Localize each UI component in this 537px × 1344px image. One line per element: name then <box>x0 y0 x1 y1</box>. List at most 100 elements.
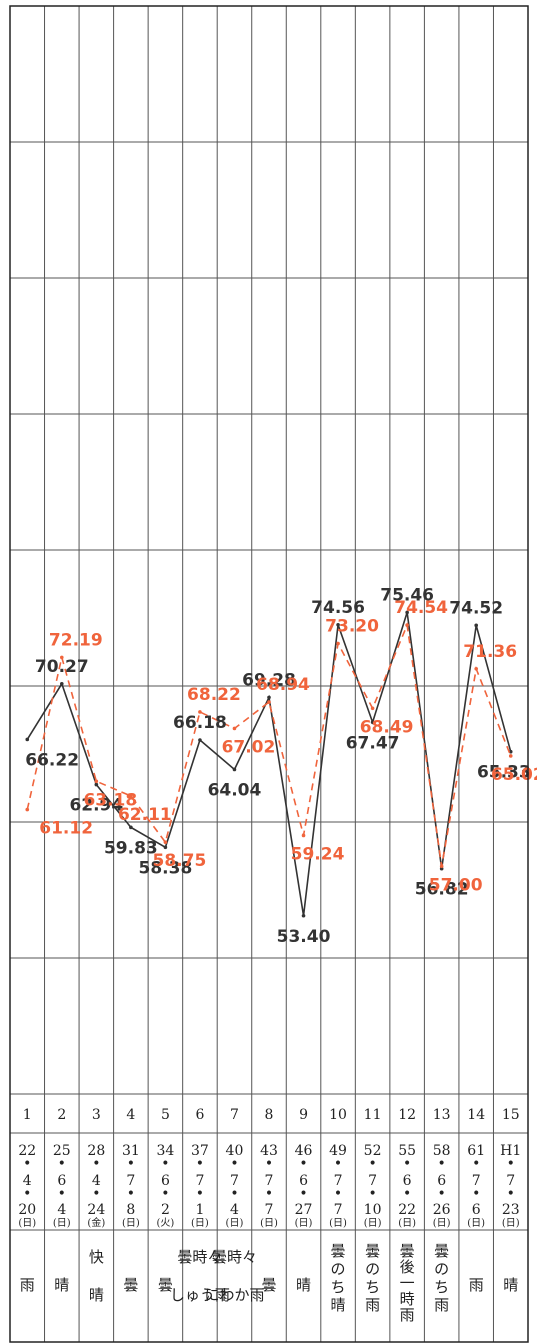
date-weekday: (日) <box>433 1218 451 1229</box>
election-number: 2 <box>57 1107 66 1123</box>
date-weekday: (日) <box>260 1218 278 1229</box>
date-day: 23 <box>502 1202 520 1218</box>
data-label-series-2: 57.00 <box>429 875 483 895</box>
series-1-point <box>95 783 99 787</box>
data-label-series-2: 71.36 <box>463 642 517 662</box>
date-separator: • <box>265 1186 273 1202</box>
date-separator: • <box>334 1156 342 1172</box>
date-weekday: (日) <box>329 1218 347 1229</box>
election-number: 10 <box>329 1107 347 1123</box>
series-2-point <box>164 840 168 844</box>
data-label-series-1: 66.22 <box>25 750 79 770</box>
date-day: 4 <box>57 1202 66 1218</box>
date-separator: • <box>334 1186 342 1202</box>
weather-label: にわか雨 <box>204 1286 264 1304</box>
weather-label: 曇時々 <box>212 1248 257 1266</box>
data-label-series-2: 59.24 <box>291 844 345 864</box>
election-number: 9 <box>299 1107 308 1123</box>
date-separator: • <box>196 1156 204 1172</box>
weather-label: 曇後一時雨 <box>400 1242 415 1324</box>
data-label-series-1: 74.52 <box>449 598 503 618</box>
date-separator: • <box>368 1186 376 1202</box>
date-separator: • <box>127 1186 135 1202</box>
data-label-series-2: 68.49 <box>360 717 414 737</box>
date-weekday: (日) <box>364 1218 382 1229</box>
series-2-point <box>371 706 375 710</box>
date-weekday: (日) <box>191 1218 209 1229</box>
date-separator: • <box>472 1186 480 1202</box>
date-day: 27 <box>295 1202 313 1218</box>
series-line-1 <box>27 612 510 915</box>
date-weekday: (日) <box>53 1218 71 1229</box>
date-separator: • <box>438 1186 446 1202</box>
series-1-point <box>198 738 202 742</box>
weather-label: 晴 <box>89 1286 104 1304</box>
election-number: 8 <box>265 1107 274 1123</box>
date-weekday: (日) <box>122 1218 140 1229</box>
series-2-point <box>336 642 340 646</box>
series-2-point <box>25 808 29 812</box>
weather-label: 快 <box>89 1248 104 1266</box>
date-weekday: (日) <box>502 1218 520 1229</box>
date-day: 4 <box>230 1202 239 1218</box>
weather-label: 晴 <box>503 1276 518 1294</box>
date-weekday: (日) <box>398 1218 416 1229</box>
series-1-point <box>60 682 64 686</box>
date-separator: • <box>92 1156 100 1172</box>
data-label-series-1: 64.04 <box>208 780 262 800</box>
election-table-text: 1 2 3 4 5 6 7 8 9 10 11 12 13 14 1522•4•20(日)25•6•4(日)… <box>18 1107 521 1324</box>
weather-label: 曇のち晴 <box>331 1242 346 1314</box>
election-number: 4 <box>126 1107 135 1123</box>
date-separator: • <box>438 1156 446 1172</box>
date-weekday: (日) <box>467 1218 485 1229</box>
date-weekday: (火) <box>156 1217 174 1229</box>
series-2-point <box>474 667 478 671</box>
weather-label: 曇 <box>123 1276 138 1294</box>
date-day: 6 <box>472 1202 481 1218</box>
data-label-series-2: 68.94 <box>256 675 310 695</box>
series-1-point <box>129 826 133 830</box>
election-number: 12 <box>398 1107 416 1123</box>
date-weekday: (金) <box>87 1216 105 1229</box>
date-day: 8 <box>126 1202 135 1218</box>
date-day: 24 <box>87 1202 105 1218</box>
series-1-point <box>25 738 29 742</box>
data-label-series-1: 70.27 <box>35 657 89 677</box>
election-number: 1 <box>23 1107 32 1123</box>
data-label-series-2: 68.22 <box>187 685 241 705</box>
series-2-point <box>509 754 513 758</box>
series-2-point <box>440 864 444 868</box>
date-separator: • <box>23 1186 31 1202</box>
date-day: 2 <box>161 1202 170 1218</box>
weather-label: 曇のち雨 <box>434 1242 449 1314</box>
data-label-series-1: 53.40 <box>277 927 331 947</box>
date-weekday: (日) <box>226 1218 244 1229</box>
series-2-point <box>405 623 409 627</box>
election-number: 14 <box>467 1107 485 1123</box>
date-separator: • <box>472 1156 480 1172</box>
date-separator: • <box>507 1156 515 1172</box>
date-separator: • <box>368 1156 376 1172</box>
date-day: 20 <box>18 1202 36 1218</box>
data-label-series-2: 65.02 <box>491 765 537 785</box>
date-separator: • <box>23 1156 31 1172</box>
weather-label: 晴 <box>296 1276 311 1294</box>
series-2-point <box>233 727 237 731</box>
date-separator: • <box>161 1186 169 1202</box>
series-lines <box>25 611 512 918</box>
series-1-point <box>302 914 306 918</box>
election-number: 11 <box>364 1107 382 1123</box>
date-weekday: (日) <box>18 1218 36 1229</box>
data-label-series-2: 73.20 <box>325 617 379 637</box>
date-separator: • <box>161 1156 169 1172</box>
series-2-point <box>95 779 99 783</box>
date-day: 7 <box>265 1202 274 1218</box>
election-number: 13 <box>433 1107 451 1123</box>
data-label-series-2: 61.12 <box>39 819 93 839</box>
weather-label: 晴 <box>54 1276 69 1294</box>
data-label-series-1: 66.18 <box>173 713 227 733</box>
date-weekday: (日) <box>295 1218 313 1229</box>
series-2-point <box>302 834 306 838</box>
